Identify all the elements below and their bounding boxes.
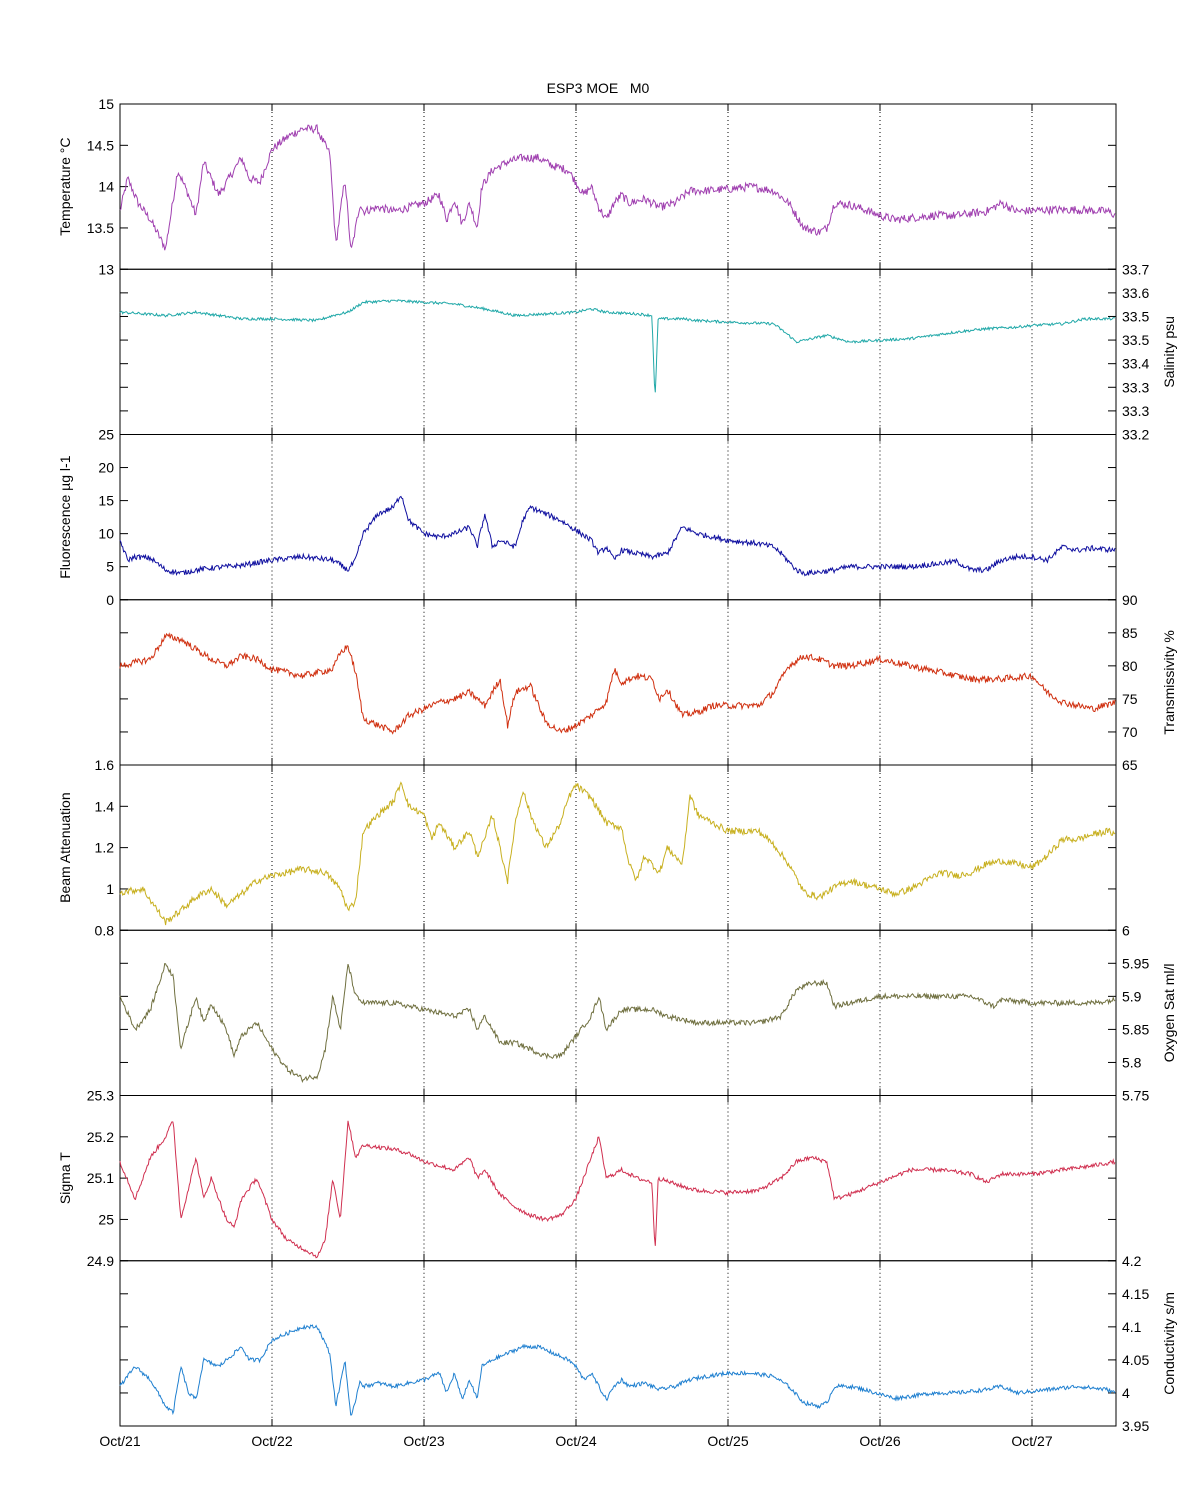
series-line <box>119 632 1116 735</box>
panel-7: 24.9 25 25.1 25.2 25.3 Sigma T <box>57 1088 1117 1269</box>
series-line <box>119 299 1115 393</box>
y-tick-label: 33.2 <box>1122 427 1149 443</box>
y-tick-label: 13.5 <box>87 220 114 236</box>
y-tick-label: 33.3 <box>1122 403 1149 419</box>
y-tick-label: 15 <box>98 493 114 509</box>
panel-6: 5.75 5.8 5.85 5.9 5.95 6 Oxygen Sat ml/l <box>119 922 1177 1104</box>
panel-3: 0 5 10 15 20 25 Fluorescence µg l-1 <box>57 427 1117 608</box>
y-tick-label: 4.1 <box>1122 1319 1142 1335</box>
y-tick-label: 14.5 <box>87 137 114 153</box>
y-axis-label: Fluorescence µg l-1 <box>57 455 73 578</box>
y-axis-label: Temperature °C <box>57 138 73 236</box>
y-tick-label: 3.95 <box>1122 1418 1149 1434</box>
y-tick-label: 5.8 <box>1122 1054 1142 1070</box>
y-axis-label: Oxygen Sat ml/l <box>1161 963 1177 1062</box>
y-tick-label: 13 <box>98 261 114 277</box>
panel-frame <box>119 929 1117 1096</box>
y-tick-label: 6 <box>1122 922 1130 938</box>
y-tick-label: 0 <box>106 592 114 608</box>
x-tick-label: Oct/23 <box>403 1433 444 1449</box>
series-line <box>119 1120 1116 1259</box>
y-tick-label: 4 <box>1122 1385 1130 1401</box>
panel-8: 3.95 4 4.05 4.1 4.15 4.2 Conductivity s/m <box>119 1253 1177 1434</box>
series-line <box>119 781 1116 926</box>
y-tick-label: 15 <box>98 96 114 112</box>
y-tick-label: 0.8 <box>95 922 115 938</box>
y-tick-label: 24.9 <box>87 1253 114 1269</box>
series-line <box>119 124 1116 251</box>
panel-4: 65 70 75 80 85 90 Transmissivity % <box>119 592 1177 773</box>
series-line <box>119 495 1116 577</box>
y-tick-label: 25 <box>98 1211 114 1227</box>
x-tick-label: Oct/24 <box>555 1433 596 1449</box>
y-tick-label: 25 <box>98 427 114 443</box>
y-tick-label: 25.1 <box>87 1170 114 1186</box>
y-tick-label: 90 <box>1122 592 1138 608</box>
y-tick-label: 14 <box>98 179 114 195</box>
y-tick-label: 75 <box>1122 691 1138 707</box>
y-tick-label: 5 <box>106 559 114 575</box>
y-tick-label: 5.9 <box>1122 988 1142 1004</box>
panel-frame <box>119 103 1117 270</box>
y-tick-label: 25.2 <box>87 1129 114 1145</box>
y-tick-label: 20 <box>98 460 114 476</box>
y-tick-label: 5.85 <box>1122 1021 1149 1037</box>
panel-1: 13 13.5 14 14.5 15 Temperature °C <box>57 96 1117 277</box>
y-tick-label: 1.2 <box>95 840 115 856</box>
panel-frame <box>119 764 1117 931</box>
y-tick-label: 70 <box>1122 724 1138 740</box>
y-tick-label: 33.6 <box>1122 285 1149 301</box>
y-tick-label: 80 <box>1122 658 1138 674</box>
y-tick-label: 1.6 <box>95 757 115 773</box>
y-tick-label: 65 <box>1122 757 1138 773</box>
y-tick-label: 4.15 <box>1122 1286 1149 1302</box>
y-axis-label: Conductivity s/m <box>1161 1292 1177 1395</box>
y-tick-label: 33.4 <box>1122 356 1149 372</box>
panel-frame <box>119 1095 1117 1262</box>
y-tick-label: 4.2 <box>1122 1253 1142 1269</box>
series-line <box>119 962 1116 1083</box>
panel-frame <box>119 1260 1117 1427</box>
panel-5: 0.8 1 1.2 1.4 1.6 Beam Attenuation <box>57 757 1117 938</box>
y-tick-label: 25.3 <box>87 1088 114 1104</box>
panel-2: 33.2 33.3 33.3 33.4 33.5 33.5 33.6 33.7 Salinity… <box>119 261 1177 443</box>
panel-frame <box>119 268 1117 435</box>
y-tick-label: 33.3 <box>1122 379 1149 395</box>
y-tick-label: 33.5 <box>1122 308 1149 324</box>
x-tick-label: Oct/25 <box>707 1433 748 1449</box>
panel-frame <box>119 599 1117 766</box>
y-tick-label: 1 <box>106 881 114 897</box>
x-tick-label: Oct/21 <box>99 1433 140 1449</box>
y-tick-label: 33.5 <box>1122 332 1149 348</box>
y-tick-label: 85 <box>1122 625 1138 641</box>
y-axis-label: Beam Attenuation <box>57 792 73 903</box>
y-axis-label: Sigma T <box>57 1152 73 1204</box>
y-tick-label: 5.95 <box>1122 955 1149 971</box>
y-tick-label: 33.7 <box>1122 261 1149 277</box>
series-line <box>119 1324 1116 1416</box>
y-tick-label: 4.05 <box>1122 1352 1149 1368</box>
y-tick-label: 5.75 <box>1122 1088 1149 1104</box>
panel-frame <box>119 434 1117 601</box>
y-axis-label: Salinity psu <box>1161 316 1177 388</box>
y-axis-label: Transmissivity % <box>1161 630 1177 735</box>
x-axis: Oct/21 Oct/22 Oct/23 Oct/24 Oct/25 Oct/26 Oct/… <box>99 1433 1052 1449</box>
x-tick-label: Oct/26 <box>859 1433 900 1449</box>
y-tick-label: 1.4 <box>95 798 115 814</box>
x-tick-label: Oct/27 <box>1011 1433 1052 1449</box>
chart-title: ESP3 MOE M0 <box>547 80 650 96</box>
y-tick-label: 10 <box>98 526 114 542</box>
x-tick-label: Oct/22 <box>251 1433 292 1449</box>
